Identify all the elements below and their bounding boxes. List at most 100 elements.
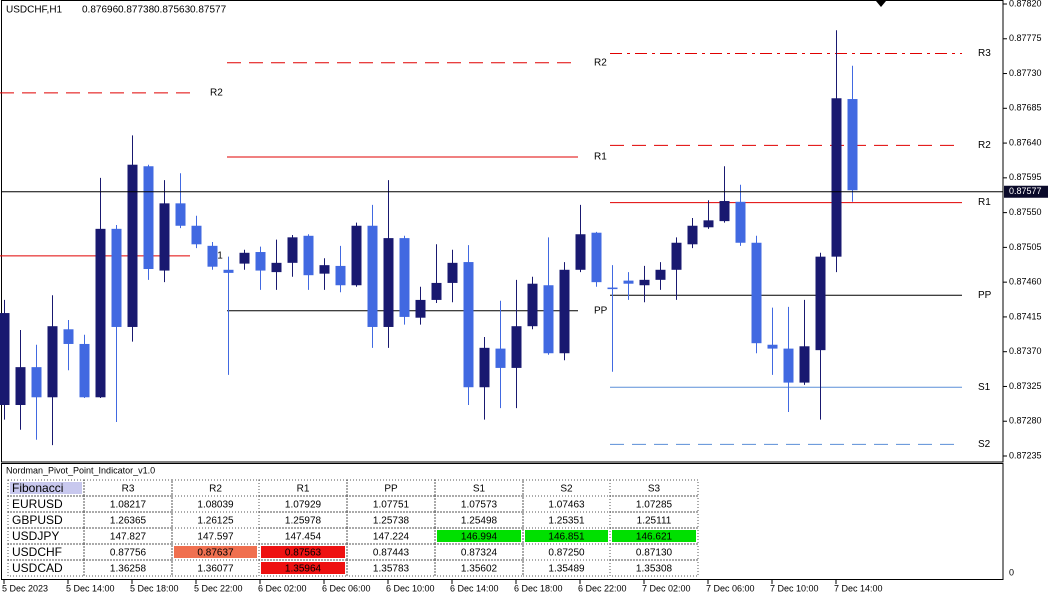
candle-body	[431, 282, 442, 300]
pivot-label: PP	[978, 290, 992, 301]
cell-highlight	[525, 530, 608, 542]
candle-body	[95, 228, 106, 398]
pivot-label: PP	[594, 305, 608, 316]
cell-highlight	[10, 482, 82, 494]
cell-value: S2	[560, 484, 573, 495]
ohlc-low: 0.87563	[154, 5, 191, 16]
cell-value: 1.08039	[197, 500, 234, 511]
cell-value: 1.25498	[461, 516, 498, 527]
table-cell	[522, 479, 611, 497]
row-label: USDCAD	[12, 561, 63, 575]
candle-body	[223, 269, 234, 273]
pivot-label: R2	[978, 140, 991, 151]
candle-body	[127, 164, 138, 327]
pivot-label: R1	[978, 197, 991, 208]
table-cell	[171, 479, 260, 497]
candle-body	[751, 242, 762, 344]
table-cell	[171, 527, 260, 545]
table-cell	[522, 559, 611, 577]
cell-value: 0.87756	[110, 548, 147, 559]
candle-body	[543, 285, 554, 354]
candle-body	[847, 99, 858, 191]
ohlc-open: 0.87696	[82, 5, 119, 16]
candle-body	[735, 201, 746, 243]
candle-body	[495, 348, 506, 368]
cell-value: 1.35783	[373, 564, 410, 575]
ohlc-close: 0.87577	[190, 5, 227, 16]
x-tick-label: 5 Dec 14:00	[66, 583, 115, 593]
y-tick-label: 0.87640	[1009, 137, 1042, 147]
candle-body	[463, 262, 474, 388]
candle-body	[303, 235, 314, 276]
candle-body	[47, 326, 58, 398]
table-cell	[522, 495, 611, 513]
x-tick-label: 5 Dec 2023	[2, 583, 48, 593]
cell-highlight	[261, 562, 345, 574]
candle-body	[111, 228, 122, 327]
cell-value: R3	[122, 484, 135, 495]
candle-body	[415, 299, 426, 318]
candle-body	[159, 203, 170, 271]
x-tick-label: 7 Dec 14:00	[834, 583, 883, 593]
table-cell	[7, 495, 85, 513]
x-tick-label: 7 Dec 06:00	[706, 583, 755, 593]
y-tick-label: 0.87730	[1009, 68, 1042, 78]
x-tick-label: 6 Dec 18:00	[514, 583, 563, 593]
candle-body	[559, 269, 570, 354]
row-label: USDCHF	[12, 545, 62, 559]
candle-body	[255, 252, 266, 271]
candle-body	[511, 326, 522, 368]
cell-value: 146.994	[461, 532, 498, 543]
row-label: USDJPY	[12, 529, 59, 543]
candle-body	[399, 238, 410, 317]
cell-value: 1.07573	[461, 500, 498, 511]
cell-value: 147.597	[197, 532, 234, 543]
cell-value: 147.827	[110, 532, 147, 543]
x-tick-label: 7 Dec 10:00	[770, 583, 819, 593]
table-cell	[7, 511, 85, 529]
candle-body	[607, 287, 618, 290]
table-cell	[346, 559, 436, 577]
cell-value: 1.35602	[461, 564, 498, 575]
table-cell	[609, 559, 699, 577]
cell-value: 0.87130	[636, 548, 673, 559]
candle-body	[831, 98, 842, 257]
cell-value: 146.851	[548, 532, 585, 543]
table-cell	[346, 527, 436, 545]
x-tick-label: 6 Dec 02:00	[258, 583, 307, 593]
cell-value: 146.621	[636, 532, 673, 543]
chart-header: USDCHF,H1 0.87696 0.87738 0.87563 0.8757…	[6, 5, 227, 16]
cell-value: 0.87563	[285, 548, 322, 559]
y-tick-label: 0.87235	[1009, 450, 1042, 460]
cell-value: 1.07929	[285, 500, 322, 511]
table-cell	[171, 511, 260, 529]
table-cell	[171, 559, 260, 577]
cell-value: S1	[473, 484, 486, 495]
indicator-title: Nordman_Pivot_Point_Indicator_v1.0	[6, 465, 155, 475]
candle-body	[591, 232, 602, 283]
indicator-window-border	[1, 463, 1004, 580]
main-window-border	[1, 0, 1004, 463]
candle-body	[79, 343, 90, 398]
cell-highlight	[174, 546, 257, 558]
candle-body	[783, 348, 794, 383]
candle-body	[31, 367, 42, 398]
cell-value: 1.36258	[110, 564, 147, 575]
candle-body	[703, 220, 714, 228]
cell-value: 1.25978	[285, 516, 322, 527]
table-cell	[258, 527, 348, 545]
table-cell	[258, 559, 348, 577]
pivot-label: R2	[210, 87, 223, 98]
cell-highlight	[261, 546, 345, 558]
table-cell	[522, 543, 611, 561]
table-cell	[522, 511, 611, 529]
cell-value: 1.25351	[548, 516, 585, 527]
shift-marker[interactable]	[876, 1, 886, 7]
candle-body	[479, 347, 490, 388]
y-tick-label: 0.87370	[1009, 346, 1042, 356]
table-cell	[609, 527, 699, 545]
cell-value: 1.35964	[285, 564, 322, 575]
candle-body	[191, 225, 202, 245]
current-price-label: 0.87577	[1009, 186, 1042, 196]
